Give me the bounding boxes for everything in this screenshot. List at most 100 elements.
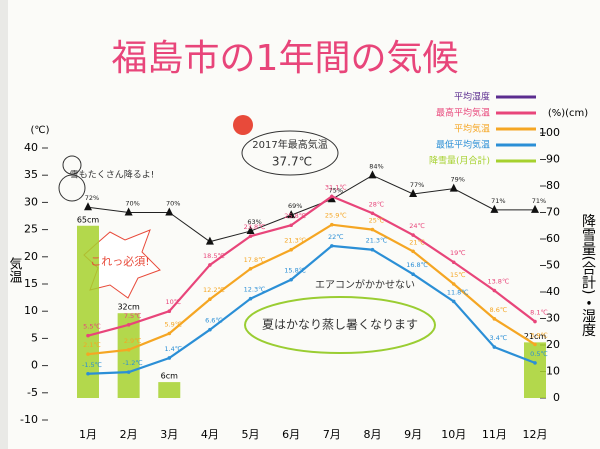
x-tick-label: 10月: [441, 428, 466, 441]
snow-bar: [117, 313, 140, 398]
annotation: 雪もたくさん降るよ!: [70, 169, 155, 181]
x-tick-label: 6月: [282, 428, 300, 441]
value-label: 1.4℃: [164, 345, 182, 353]
point-marker: [86, 352, 90, 356]
value-label: 23.8℃: [244, 223, 266, 231]
point-marker: [330, 244, 334, 248]
value-label: 0.5℃: [530, 350, 548, 358]
snowman-head: [62, 155, 82, 175]
y2-unit: (%)(cm): [548, 108, 588, 119]
point-marker: [531, 204, 539, 213]
y2-tick-label: 20: [546, 338, 560, 351]
point-marker: [368, 170, 377, 179]
value-label: 12.3℃: [244, 286, 266, 294]
y2-tick-label: 90: [546, 153, 560, 166]
y-tick-label: -10: [20, 413, 38, 426]
point-marker: [492, 317, 497, 321]
y-tick-label: 15: [24, 277, 38, 290]
y-tick-label: 25: [24, 223, 38, 236]
value-label: 19℃: [450, 249, 466, 257]
y-tick-label: 20: [24, 250, 38, 263]
point-marker: [287, 210, 296, 219]
y-tick-label: 0: [31, 359, 38, 372]
value-label: 15℃: [450, 271, 466, 279]
value-label: 6cm: [161, 372, 178, 381]
series-line: [87, 174, 535, 243]
legend-label: 平均気温: [454, 123, 490, 135]
y2-tick-label: 50: [546, 259, 560, 272]
point-marker: [167, 309, 172, 314]
point-marker: [490, 204, 499, 213]
value-label: 31.1℃: [325, 183, 347, 191]
value-label: -1.5℃: [82, 361, 102, 369]
y-tick-label: -5: [27, 386, 38, 399]
legend-label: 最高平均気温: [436, 107, 490, 119]
snow-bar: [524, 342, 546, 398]
value-label: 15.8℃: [284, 267, 306, 275]
value-label: 17.8℃: [244, 256, 266, 264]
point-marker: [126, 348, 131, 352]
y2-axis-title: 降雪量(合計)・湿度: [580, 214, 596, 337]
point-marker: [167, 331, 172, 336]
point-marker: [409, 188, 418, 197]
value-label: 8.1℃: [530, 309, 548, 317]
point-marker: [533, 319, 537, 324]
x-tick-label: 11月: [482, 428, 507, 441]
legend-label: 平均湿度: [454, 91, 490, 103]
point-marker: [370, 211, 375, 216]
point-marker: [411, 249, 415, 254]
value-label: 21℃: [409, 238, 425, 246]
value-label: 72%: [85, 194, 99, 202]
point-marker: [208, 327, 212, 332]
value-label: 32cm: [117, 303, 140, 312]
value-label: 71%: [491, 197, 505, 205]
y-tick-label: 40: [24, 141, 38, 154]
snow-bar: [158, 382, 181, 398]
point-marker: [451, 260, 456, 265]
point-marker: [330, 194, 334, 199]
value-label: 3.9℃: [530, 331, 548, 339]
value-label: 21.3℃: [284, 237, 306, 245]
point-marker: [205, 236, 214, 245]
series-line: [87, 195, 536, 337]
annotation: 37.7℃: [272, 155, 312, 169]
y2-tick-label: 30: [546, 312, 560, 325]
annotation: これっ必須!: [90, 255, 149, 268]
value-label: 25.8℃: [284, 212, 306, 220]
point-marker: [411, 233, 415, 237]
value-label: 8.6℃: [490, 306, 508, 314]
y-tick-label: 10: [24, 304, 38, 317]
x-tick-label: 5月: [242, 428, 260, 441]
value-label: 77%: [410, 181, 424, 189]
value-label: 69%: [288, 202, 302, 210]
point-marker: [86, 333, 90, 338]
value-label: 7.5℃: [124, 312, 142, 320]
point-marker: [165, 207, 174, 216]
y-axis-title: 気温: [7, 256, 23, 283]
value-label: 70%: [166, 200, 180, 208]
y-tick-label: 30: [24, 195, 38, 208]
point-marker: [208, 263, 212, 267]
snow-bar: [77, 225, 99, 398]
point-marker: [451, 282, 456, 286]
series-line: [87, 223, 536, 356]
value-label: 21.3℃: [366, 237, 388, 245]
value-label: 12.2℃: [203, 286, 225, 294]
series-line: [87, 244, 536, 375]
point-marker: [167, 356, 172, 360]
value-label: 75%: [329, 186, 343, 194]
x-tick-label: 9月: [404, 428, 422, 441]
x-tick-label: 12月: [523, 428, 548, 441]
point-marker: [124, 207, 133, 216]
point-marker: [330, 222, 334, 227]
x-tick-label: 8月: [363, 428, 381, 441]
value-label: 79%: [451, 176, 465, 184]
value-label: 25℃: [369, 217, 385, 225]
value-label: 13.8℃: [487, 278, 509, 286]
y2-tick-label: 0: [553, 391, 560, 404]
point-marker: [248, 266, 253, 271]
point-marker: [248, 296, 253, 301]
value-label: 63%: [247, 218, 261, 226]
value-label: 18.5℃: [203, 252, 225, 260]
